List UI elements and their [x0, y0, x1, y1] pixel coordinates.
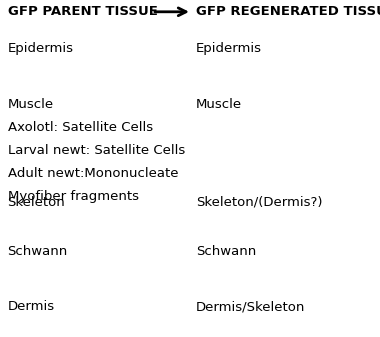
Text: Larval newt: Satellite Cells: Larval newt: Satellite Cells: [8, 144, 185, 157]
Text: Schwann: Schwann: [196, 245, 256, 257]
Text: Schwann: Schwann: [8, 245, 68, 257]
Text: Muscle: Muscle: [196, 98, 242, 111]
Text: Epidermis: Epidermis: [8, 42, 74, 55]
Text: GFP PARENT TISSUE: GFP PARENT TISSUE: [8, 5, 157, 18]
Text: Epidermis: Epidermis: [196, 42, 262, 55]
Text: Axolotl: Satellite Cells: Axolotl: Satellite Cells: [8, 121, 153, 134]
Text: Dermis/Skeleton: Dermis/Skeleton: [196, 300, 305, 313]
Text: Skeleton/(Dermis?): Skeleton/(Dermis?): [196, 196, 322, 209]
Text: Dermis: Dermis: [8, 300, 55, 313]
Text: Skeleton: Skeleton: [8, 196, 65, 209]
Text: Muscle: Muscle: [8, 98, 54, 111]
Text: Myofiber fragments: Myofiber fragments: [8, 190, 139, 203]
Text: Adult newt:Mononucleate: Adult newt:Mononucleate: [8, 167, 178, 180]
Text: GFP REGENERATED TISSUE: GFP REGENERATED TISSUE: [196, 5, 380, 18]
